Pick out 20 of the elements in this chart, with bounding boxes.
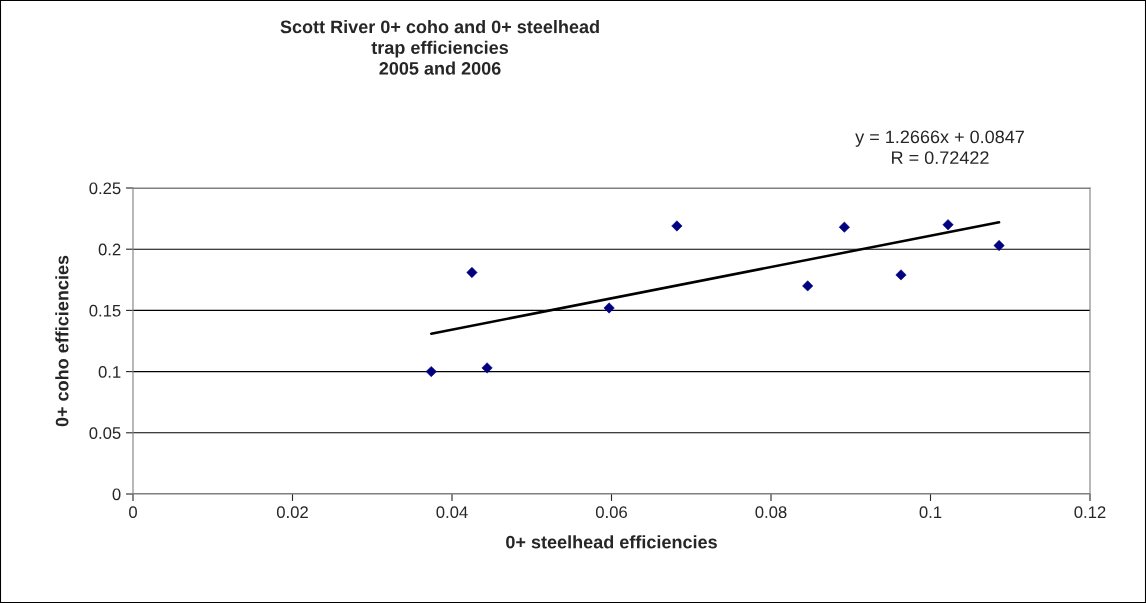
chart-title: Scott River 0+ coho and 0+ steelhead trap efficiencies 2005 and 2006 <box>280 20 599 75</box>
y-tick-label: 0.1 <box>98 366 121 378</box>
x-tick-label: 0.12 <box>1074 506 1106 519</box>
y-tick-label: 0.25 <box>89 182 121 195</box>
x-axis-title: 0+ steelhead efficiencies <box>506 535 717 549</box>
x-tick-label: 0.08 <box>755 506 787 519</box>
point <box>481 362 493 374</box>
y-tick-label: 0 <box>112 488 121 501</box>
text: y = 1.2666x + 0.0847 R = 0.72422 <box>855 130 1024 165</box>
x-tick-label: 0.06 <box>595 506 627 519</box>
x-tick-label: 0.02 <box>276 506 308 519</box>
y-axis-title: 0+ coho efficiencies <box>55 255 69 427</box>
y-tick-label: 0.2 <box>98 243 121 256</box>
y-tick-label: 0.05 <box>89 427 121 439</box>
point <box>603 302 615 314</box>
point <box>895 269 907 281</box>
x-tick-label: 0 <box>129 506 137 519</box>
y-tick-label: 0.15 <box>89 304 121 317</box>
x-tick-label: 0.1 <box>919 506 942 519</box>
x-tick-label: 0.04 <box>436 506 468 519</box>
